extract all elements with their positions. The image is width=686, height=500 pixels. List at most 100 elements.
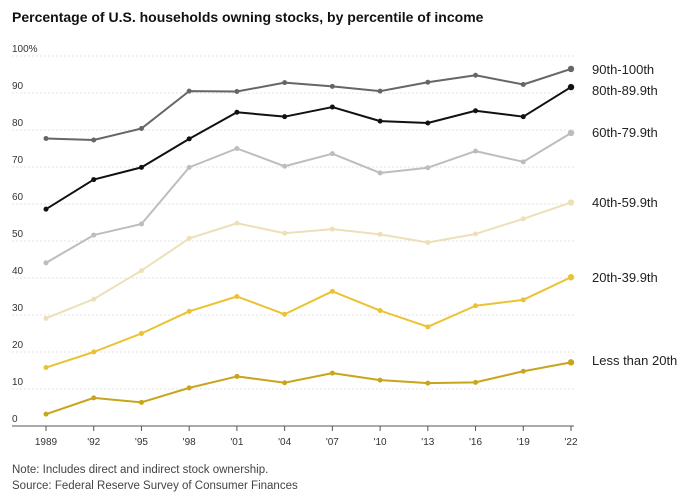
data-point <box>425 120 431 126</box>
data-point <box>282 163 288 169</box>
x-tick-label: '22 <box>564 437 577 448</box>
grid-lines <box>12 55 574 427</box>
data-point <box>520 297 526 303</box>
series-label: 20th-39.9th <box>592 270 658 285</box>
data-point <box>520 114 526 120</box>
x-tick-label: '01 <box>230 437 243 448</box>
data-point <box>520 368 526 374</box>
data-point <box>138 268 144 274</box>
chart-note: Note: Includes direct and indirect stock… <box>12 464 269 476</box>
series-line <box>45 361 572 416</box>
x-tick-label: '95 <box>135 437 148 448</box>
y-tick-label: 10 <box>12 377 24 388</box>
data-point <box>473 72 479 78</box>
data-point <box>425 324 431 330</box>
data-point <box>186 235 192 241</box>
series-label: 60th-79.9th <box>592 125 658 140</box>
series-line <box>45 276 572 369</box>
data-point <box>91 395 97 401</box>
data-point <box>329 151 335 157</box>
data-point <box>329 226 335 232</box>
data-point <box>43 411 49 417</box>
series-3 <box>43 199 575 321</box>
y-tick-label: 0 <box>12 414 18 425</box>
series-0 <box>43 65 575 143</box>
x-tick-label: '92 <box>87 437 100 448</box>
data-point <box>234 89 240 95</box>
series-group <box>43 65 575 417</box>
data-point <box>282 230 288 236</box>
x-tick-label: '98 <box>183 437 196 448</box>
y-axis-ticks: 0 10 20 30 40 50 60 70 80 90 100% <box>12 44 38 425</box>
data-point <box>43 260 49 266</box>
data-point <box>425 79 431 85</box>
data-point <box>473 108 479 114</box>
series-labels: 90th-100th 80th-89.9th 60th-79.9th 40th-59.… <box>592 62 677 368</box>
y-tick-label: 100% <box>12 44 38 55</box>
data-point <box>377 170 383 176</box>
series-label: 80th-89.9th <box>592 83 658 98</box>
data-point <box>473 148 479 154</box>
data-point <box>91 137 97 143</box>
data-point <box>425 239 431 245</box>
chart-title: Percentage of U.S. households owning sto… <box>12 9 484 25</box>
series-line <box>45 86 572 211</box>
y-tick-label: 80 <box>12 118 24 129</box>
x-tick-label: 1989 <box>35 437 58 448</box>
y-tick-label: 20 <box>12 340 24 351</box>
series-label: Less than 20th <box>592 353 677 368</box>
series-line <box>45 201 572 320</box>
data-point <box>234 373 240 379</box>
data-point <box>43 315 49 321</box>
data-point <box>43 136 49 142</box>
data-point <box>186 308 192 314</box>
data-point <box>282 114 288 120</box>
data-point <box>425 165 431 171</box>
data-point <box>377 88 383 94</box>
data-point <box>329 104 335 110</box>
data-point <box>91 232 97 238</box>
x-tick-label: '07 <box>326 437 339 448</box>
data-point <box>473 303 479 309</box>
x-tick-label: '13 <box>421 437 434 448</box>
data-point <box>567 274 575 281</box>
data-point <box>186 136 192 142</box>
data-point <box>234 109 240 115</box>
data-point <box>186 88 192 94</box>
data-point <box>377 118 383 124</box>
data-point <box>138 126 144 132</box>
y-tick-label: 40 <box>12 266 24 277</box>
data-point <box>329 83 335 89</box>
x-tick-label: '04 <box>278 437 291 448</box>
data-point <box>473 379 479 385</box>
data-point <box>91 349 97 355</box>
data-point <box>425 380 431 386</box>
series-1 <box>43 83 575 212</box>
data-point <box>282 380 288 386</box>
data-point <box>234 220 240 226</box>
data-point <box>520 159 526 165</box>
series-label: 40th-59.9th <box>592 195 658 210</box>
data-point <box>282 311 288 317</box>
data-point <box>186 164 192 170</box>
data-point <box>567 359 575 366</box>
y-tick-label: 90 <box>12 81 24 92</box>
x-tick-label: '19 <box>517 437 530 448</box>
data-point <box>91 296 97 302</box>
series-2 <box>43 129 575 266</box>
data-point <box>567 129 575 137</box>
data-point <box>473 231 479 237</box>
series-label: 90th-100th <box>592 62 654 77</box>
series-line <box>45 67 572 141</box>
data-point <box>520 216 526 222</box>
data-point <box>138 399 144 405</box>
data-point <box>567 199 575 206</box>
line-chart: 0 10 20 30 40 50 60 70 80 90 100% 1989 '92 '95 '98 '01… <box>12 44 677 448</box>
data-point <box>138 164 144 170</box>
data-point <box>520 81 526 87</box>
y-tick-label: 70 <box>12 155 24 166</box>
x-tick-label: '16 <box>469 437 482 448</box>
data-point <box>567 83 575 91</box>
data-point <box>138 331 144 336</box>
data-point <box>91 177 97 183</box>
